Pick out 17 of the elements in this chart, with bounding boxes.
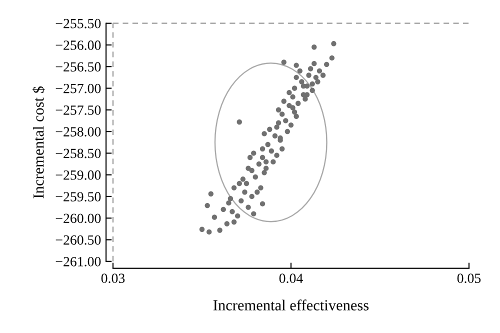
y-tick-label: −258.50 xyxy=(56,148,101,158)
x-tick-label: 0.04 xyxy=(279,274,303,284)
y-tick-label: −259.50 xyxy=(56,192,101,202)
y-tick-label: −257.00 xyxy=(56,84,101,94)
y-tick-label: −259.00 xyxy=(56,170,101,180)
y-axis-title: Incremental cost $ xyxy=(32,86,45,198)
y-tick-label: −256.00 xyxy=(56,40,101,50)
y-tick-label: −255.50 xyxy=(56,18,101,28)
y-tick-label: −257.50 xyxy=(56,105,101,115)
x-tick-label: 0.03 xyxy=(101,274,125,284)
x-tick-label: 0.05 xyxy=(457,274,481,284)
y-tick-label: −260.50 xyxy=(56,235,101,245)
y-tick-label: −261.00 xyxy=(56,256,101,266)
y-tick-label: −256.50 xyxy=(56,62,101,72)
x-axis-title: Incremental effectiveness xyxy=(213,300,369,310)
y-tick-label: −258.00 xyxy=(56,127,101,137)
y-tick-label: −260.00 xyxy=(56,214,101,224)
